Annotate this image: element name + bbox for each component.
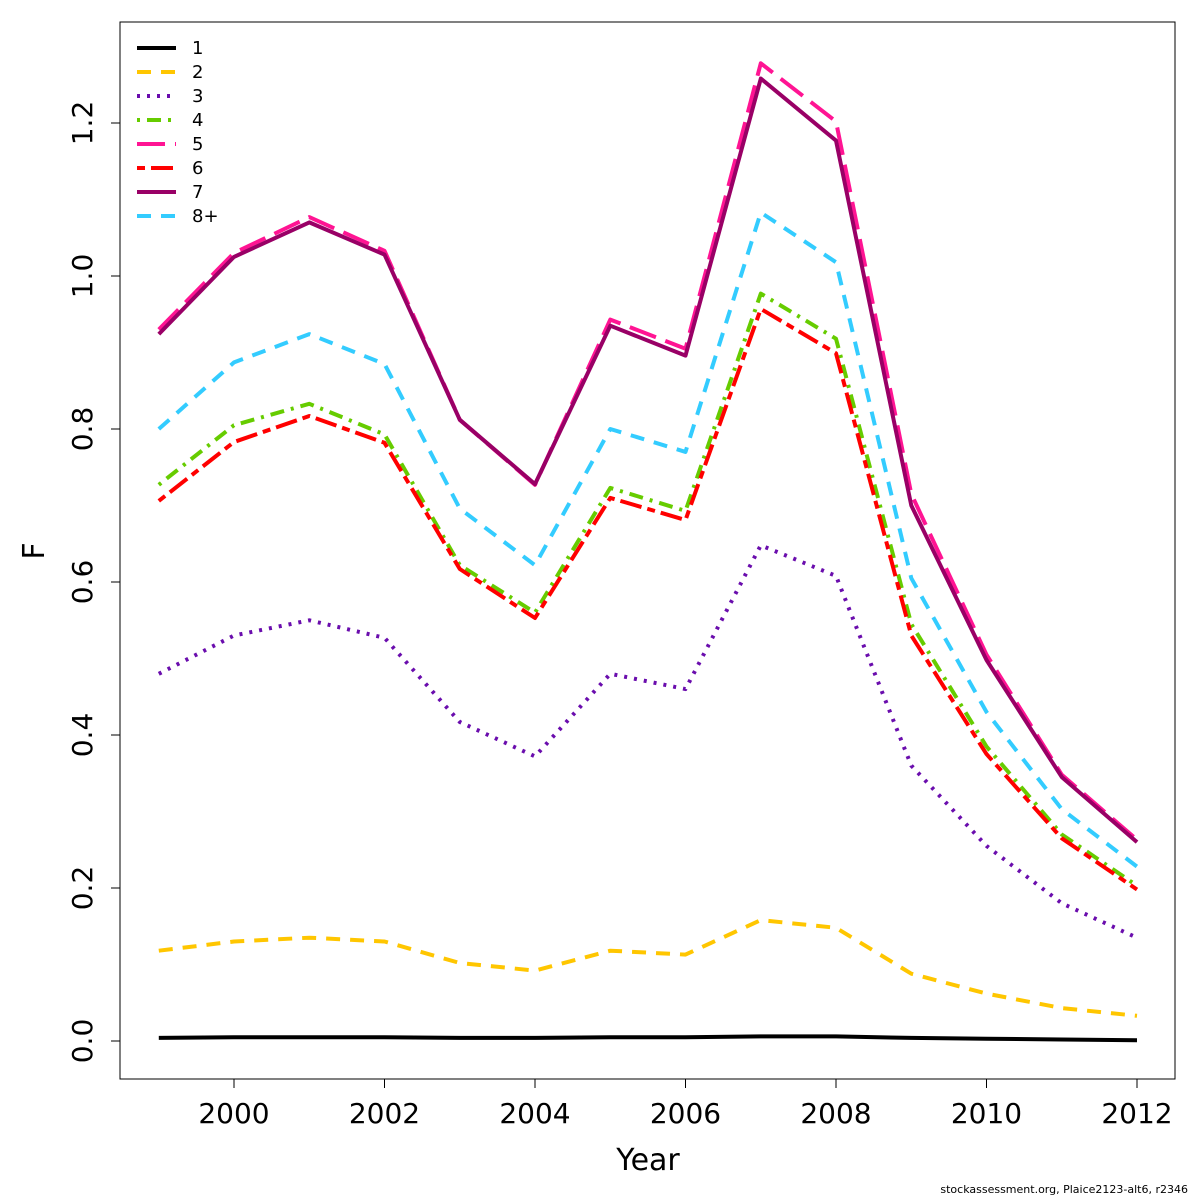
series-lines [157, 61, 1139, 1043]
series-line-3 [157, 543, 1138, 940]
legend-label: 1 [192, 38, 203, 59]
y-tick-label: 0.0 [66, 1019, 99, 1064]
legend-label: 3 [192, 86, 203, 107]
series-line-1 [158, 1034, 1138, 1043]
x-tick-label: 2000 [198, 1097, 269, 1130]
x-tick-label: 2012 [1101, 1097, 1172, 1130]
x-axis-title: Year [615, 1143, 680, 1178]
series-line-2 [158, 918, 1138, 1018]
series-line-6 [157, 306, 1139, 892]
legend-label: 4 [192, 110, 203, 131]
series-line-7 [157, 76, 1139, 844]
x-axis: 2000 2002 2004 2006 2008 2010 2012 [198, 1078, 1173, 1130]
x-tick-label: 2006 [650, 1097, 721, 1130]
y-tick-label: 1.0 [66, 254, 99, 299]
y-tick-label: 0.6 [66, 560, 99, 605]
series-line-5 [157, 61, 1139, 842]
legend: 1 2 3 4 5 6 7 8+ [137, 38, 219, 227]
series-line-4 [157, 291, 1139, 888]
series-line-8plus [157, 210, 1139, 869]
legend-label: 5 [192, 134, 203, 155]
legend-label: 8+ [192, 206, 219, 227]
y-tick-label: 1.2 [66, 101, 99, 146]
legend-label: 6 [192, 158, 203, 179]
x-tick-label: 2010 [951, 1097, 1022, 1130]
x-tick-label: 2002 [349, 1097, 420, 1130]
x-tick-label: 2008 [800, 1097, 871, 1130]
legend-label: 2 [192, 62, 203, 83]
y-tick-label: 0.8 [66, 407, 99, 452]
y-axis: 0.0 0.2 0.4 0.6 0.8 1.0 1.2 [66, 101, 121, 1064]
y-tick-label: 0.4 [66, 713, 99, 758]
y-tick-label: 0.2 [66, 866, 99, 911]
plot-frame [119, 21, 1176, 1080]
credit-text: stockassessment.org, Plaice2123-alt6, r2… [940, 1183, 1188, 1196]
x-tick-label: 2004 [499, 1097, 570, 1130]
legend-label: 7 [192, 182, 203, 203]
y-axis-title: F [17, 542, 52, 559]
